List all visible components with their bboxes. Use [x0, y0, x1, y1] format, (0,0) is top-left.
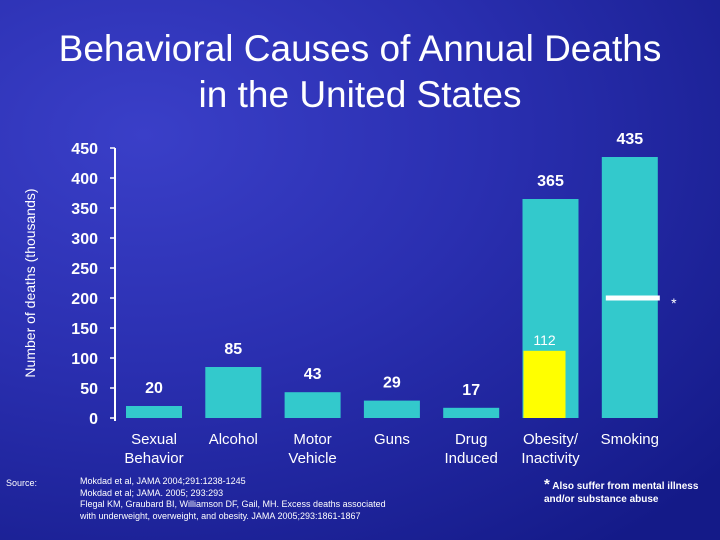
bar-value-label: 365 — [537, 173, 564, 190]
source-line: Mokdad et al, JAMA 2004;291:1238-1245 — [80, 476, 246, 486]
bar-value-label: 17 — [462, 382, 480, 399]
footnote: * Also suffer from mental illness and/or… — [544, 476, 714, 506]
y-tick-label: 100 — [71, 351, 98, 368]
category-label: Guns — [374, 431, 410, 448]
bar-value-label: 29 — [383, 375, 401, 392]
y-tick-label: 350 — [71, 201, 98, 218]
bar — [126, 406, 182, 418]
footnote-star: * — [544, 476, 550, 493]
category-label: Obesity/ — [523, 431, 579, 448]
bar-value-label: 85 — [224, 341, 242, 358]
source-line: Flegal KM, Graubard BI, Williamson DF, G… — [80, 499, 386, 509]
y-tick-label: 50 — [80, 381, 98, 398]
source-citations: Mokdad et al, JAMA 2004;291:1238-1245 Mo… — [80, 476, 440, 522]
bar-marker-label: * — [671, 295, 677, 311]
y-tick-label: 0 — [89, 411, 98, 428]
bar — [443, 407, 500, 418]
category-label: Sexual — [131, 431, 177, 448]
category-label: Drug — [455, 431, 488, 448]
chart-title: Behavioral Causes of Annual Deaths in th… — [0, 26, 720, 118]
title-line-2: in the United States — [198, 74, 522, 115]
category-label: Motor — [293, 431, 331, 448]
category-label: Vehicle — [288, 450, 336, 467]
category-label: Smoking — [601, 431, 659, 448]
y-tick-label: 150 — [71, 321, 98, 338]
source-line: Mokdad et al; JAMA. 2005; 293:293 — [80, 487, 224, 498]
bar — [363, 400, 420, 418]
bar-value-label: 20 — [145, 380, 163, 397]
category-label: Inactivity — [521, 450, 580, 467]
source-label: Source: — [6, 478, 38, 488]
footnote-text: Also suffer from mental illness and/or s… — [544, 481, 699, 505]
title-line-1: Behavioral Causes of Annual Deaths — [58, 28, 662, 69]
bar-overlay-label: 112 — [533, 332, 556, 348]
bar — [205, 367, 262, 418]
bar — [601, 157, 658, 418]
y-tick-label: 450 — [71, 141, 98, 158]
y-tick-label: 300 — [71, 231, 98, 248]
category-label: Alcohol — [209, 431, 258, 448]
bar-overlay — [523, 350, 566, 418]
y-tick-label: 200 — [71, 291, 98, 308]
y-tick-label: 400 — [71, 171, 98, 188]
bar-value-label: 435 — [616, 131, 643, 148]
bar — [284, 392, 341, 418]
bar-marker — [605, 295, 660, 301]
category-label: Behavior — [124, 450, 183, 467]
category-label: Induced — [445, 450, 498, 467]
bar-value-label: 43 — [304, 366, 322, 383]
y-tick-label: 250 — [71, 261, 98, 278]
source-line: with underweight, overweight, and obesit… — [80, 510, 361, 521]
